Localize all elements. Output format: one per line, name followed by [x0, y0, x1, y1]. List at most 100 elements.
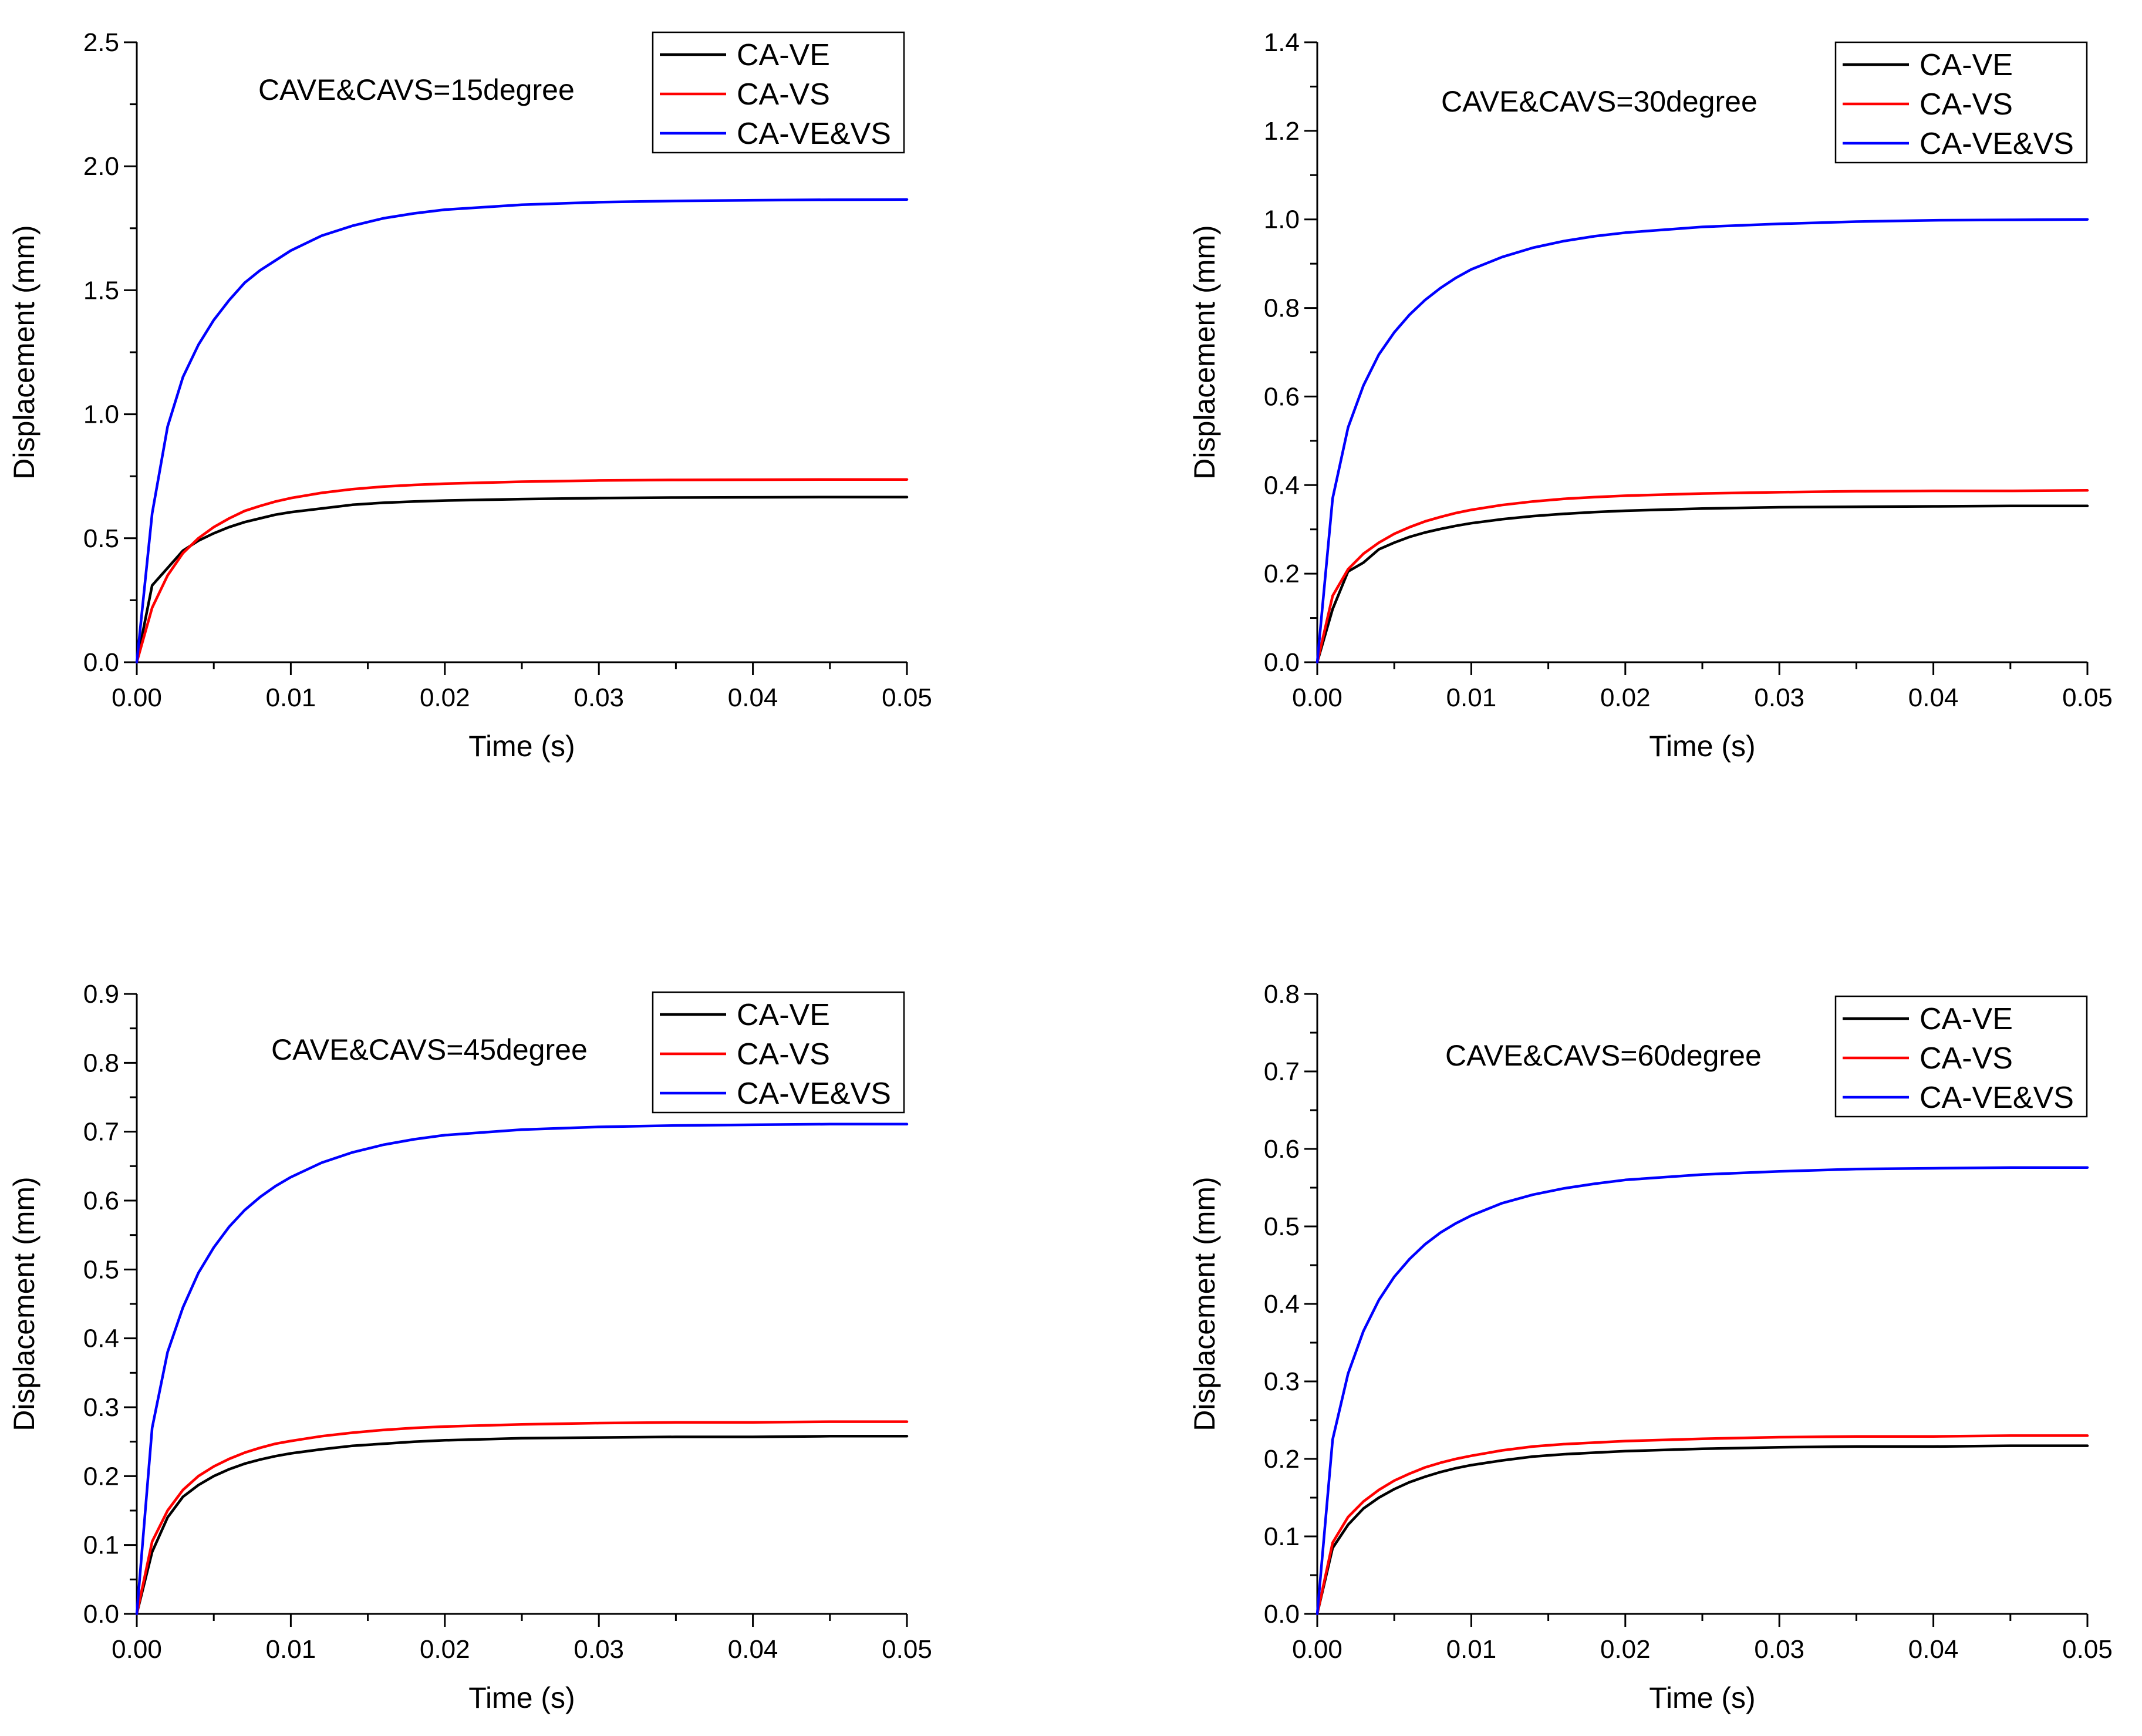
- legend-label: CA-VE&VS: [737, 117, 891, 151]
- y-tick-label: 0.5: [83, 1255, 119, 1284]
- chart-annotation: CAVE&CAVS=15degree: [258, 73, 575, 106]
- y-tick-label: 0.6: [1264, 1135, 1300, 1164]
- series-line-ca-ve: [1315, 504, 2089, 664]
- legend: CA-VE CA-VS CA-VE&VS: [1834, 995, 2088, 1118]
- x-tick-label: 0.05: [882, 1635, 932, 1664]
- x-tick-label: 0.05: [2062, 1635, 2113, 1664]
- y-tick-label: 1.5: [83, 276, 119, 305]
- y-tick-label: 0.7: [83, 1118, 119, 1147]
- series-line-ca-ve-vs: [135, 198, 909, 664]
- legend-label: CA-VS: [737, 77, 830, 112]
- chart-panel-1: 0.00 0.01 0.02 0.03 0.04 0.05 0.0 0.5 1.0 1.5 2.0 2…: [8, 28, 932, 763]
- legend: CA-VE CA-VS CA-VE&VS: [652, 991, 905, 1114]
- x-tick-label: 0.02: [420, 1635, 470, 1664]
- y-tick-label: 0.2: [1264, 559, 1300, 588]
- x-tick-label: 0.00: [1292, 683, 1342, 712]
- legend-label: CA-VE: [737, 998, 830, 1032]
- y-tick-label: 0.2: [1264, 1445, 1300, 1474]
- x-tick-label: 0.03: [1754, 683, 1804, 712]
- x-tick-label: 0.00: [112, 683, 162, 712]
- y-tick-label: 0.0: [1264, 1600, 1300, 1629]
- x-axis-label: Time (s): [1649, 730, 1755, 763]
- y-tick-label: 0.4: [1264, 471, 1300, 500]
- chart-annotation: CAVE&CAVS=45degree: [271, 1033, 588, 1066]
- x-tick-label: 0.04: [728, 1635, 778, 1664]
- chart-panel-3: 0.00 0.01 0.02 0.03 0.04 0.05 0.0 0.1 0.2 0.3 0.4 0…: [8, 980, 932, 1714]
- legend-label: CA-VE: [737, 38, 830, 72]
- y-tick-label: 0.0: [83, 648, 119, 677]
- series-line-ca-vs: [135, 1420, 909, 1616]
- x-tick-label: 0.01: [266, 683, 316, 712]
- series-line-ca-vs: [1315, 489, 2089, 664]
- y-tick-label: 0.8: [1264, 294, 1300, 323]
- legend-label: CA-VE&VS: [1920, 1081, 2074, 1115]
- x-tick-label: 0.02: [420, 683, 470, 712]
- x-tick-label: 0.03: [574, 1635, 624, 1664]
- x-tick-label: 0.03: [1754, 1635, 1804, 1664]
- y-tick-label: 0.3: [83, 1393, 119, 1422]
- y-tick-label: 0.5: [1264, 1212, 1300, 1241]
- x-tick-label: 0.01: [1446, 683, 1497, 712]
- legend-label: CA-VS: [1920, 1041, 2013, 1076]
- y-tick-label: 0.2: [83, 1462, 119, 1491]
- legend-label: CA-VS: [1920, 87, 2013, 122]
- x-tick-label: 0.04: [1908, 683, 1959, 712]
- y-tick-label: 0.8: [83, 1049, 119, 1077]
- y-axis-label: Displacement (mm): [8, 1177, 41, 1431]
- y-tick-label: 0.6: [1264, 382, 1300, 411]
- x-tick-label: 0.05: [2062, 683, 2113, 712]
- series-line-ca-vs: [135, 478, 909, 664]
- y-tick-label: 0.4: [1264, 1290, 1300, 1319]
- y-tick-label: 1.0: [1264, 205, 1300, 234]
- y-tick-label: 0.6: [83, 1186, 119, 1215]
- x-tick-label: 0.04: [1908, 1635, 1959, 1664]
- x-tick-label: 0.05: [882, 683, 932, 712]
- y-tick-label: 1.4: [1264, 28, 1300, 57]
- x-tick-label: 0.00: [1292, 1635, 1342, 1664]
- x-axis-label: Time (s): [1649, 1681, 1755, 1714]
- x-tick-label: 0.00: [112, 1635, 162, 1664]
- y-tick-label: 1.2: [1264, 117, 1300, 146]
- x-axis-label: Time (s): [468, 730, 575, 763]
- x-tick-label: 0.01: [266, 1635, 316, 1664]
- series-line-ca-ve-vs: [1315, 1166, 2089, 1616]
- x-tick-label: 0.04: [728, 683, 778, 712]
- y-tick-label: 0.4: [83, 1324, 119, 1353]
- y-axis-label: Displacement (mm): [1188, 225, 1221, 479]
- y-tick-label: 1.0: [83, 400, 119, 429]
- y-tick-label: 0.9: [83, 980, 119, 1009]
- series-line-ca-ve-vs: [135, 1122, 909, 1616]
- y-axis-label: Displacement (mm): [1188, 1177, 1221, 1431]
- legend-label: CA-VE: [1920, 48, 2013, 82]
- legend-label: CA-VS: [737, 1037, 830, 1071]
- legend-label: CA-VE&VS: [737, 1077, 891, 1111]
- y-tick-label: 0.1: [83, 1531, 119, 1560]
- series-line-ca-ve-vs: [1315, 218, 2089, 664]
- legend: CA-VE CA-VS CA-VE&VS: [652, 31, 905, 154]
- y-axis-label: Displacement (mm): [8, 225, 41, 479]
- x-tick-label: 0.03: [574, 683, 624, 712]
- y-tick-label: 2.5: [83, 28, 119, 57]
- y-tick-label: 0.1: [1264, 1522, 1300, 1551]
- series-line-ca-ve: [135, 495, 909, 664]
- chart-annotation: CAVE&CAVS=30degree: [1441, 85, 1758, 118]
- legend: CA-VE CA-VS CA-VE&VS: [1834, 41, 2088, 164]
- series-line-ca-vs: [1315, 1434, 2089, 1616]
- series-line-ca-ve: [1315, 1444, 2089, 1616]
- y-tick-label: 2.0: [83, 152, 119, 181]
- legend-label: CA-VE: [1920, 1002, 2013, 1036]
- y-tick-label: 0.0: [1264, 648, 1300, 677]
- y-tick-label: 0.3: [1264, 1367, 1300, 1396]
- legend-label: CA-VE&VS: [1920, 127, 2074, 161]
- x-tick-label: 0.02: [1600, 683, 1651, 712]
- x-tick-label: 0.01: [1446, 1635, 1497, 1664]
- series-line-ca-ve: [135, 1435, 909, 1616]
- y-tick-label: 0.8: [1264, 980, 1300, 1009]
- chart-panel-4: 0.00 0.01 0.02 0.03 0.04 0.05 0.0 0.1 0.2 0.3 0.4 0…: [1188, 980, 2113, 1714]
- x-tick-label: 0.02: [1600, 1635, 1651, 1664]
- chart-panel-2: 0.00 0.01 0.02 0.03 0.04 0.05 0.0 0.2 0.4 0.6 0.8 1…: [1188, 28, 2113, 763]
- chart-annotation: CAVE&CAVS=60degree: [1445, 1039, 1762, 1072]
- y-tick-label: 0.0: [83, 1600, 119, 1629]
- y-tick-label: 0.7: [1264, 1057, 1300, 1086]
- y-tick-label: 0.5: [83, 524, 119, 553]
